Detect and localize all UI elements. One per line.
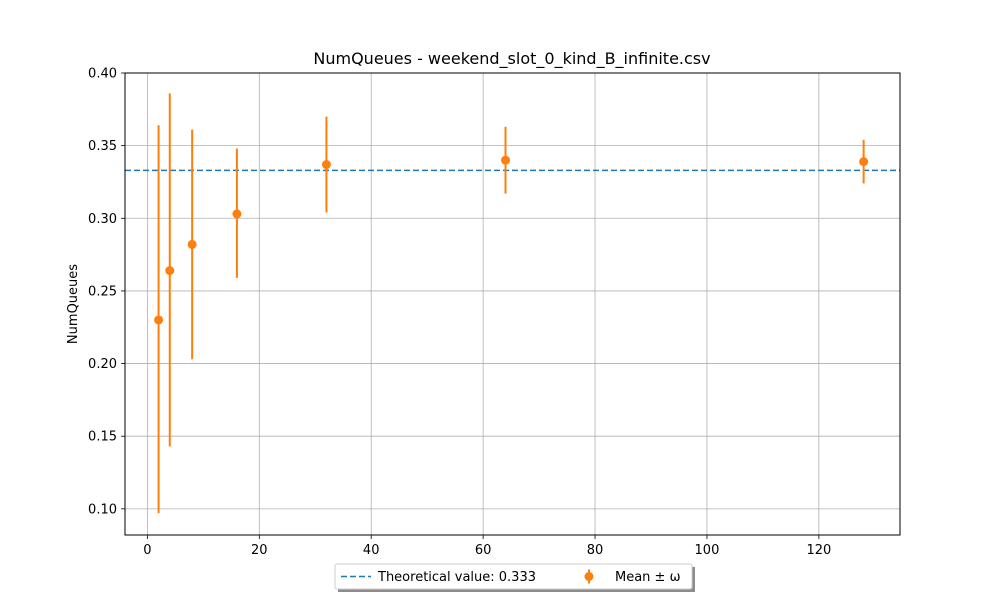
legend-label-theoretical: Theoretical value: 0.333 [377,570,536,585]
y-tick-label: 0.10 [88,502,117,517]
x-tick-label: 40 [363,543,380,558]
x-tick-label: 60 [475,543,492,558]
data-point [321,160,331,170]
plot-frame [124,72,901,536]
x-tick-label: 80 [587,543,604,558]
y-tick-label: 0.35 [88,139,117,154]
y-tick-label: 0.40 [88,67,117,82]
x-tick-label: 0 [143,543,151,558]
legend: Theoretical value: 0.333 Mean ± ω [334,563,695,592]
y-tick-label: 0.20 [88,357,117,372]
chart-title: NumQueues - weekend_slot_0_kind_B_infini… [313,49,710,69]
x-tick-label: 120 [806,543,831,558]
y-tick-label: 0.30 [88,212,117,227]
y-tick-label: 0.25 [88,284,117,299]
data-point [154,315,164,325]
x-tick-label: 20 [251,543,268,558]
data-point [232,209,242,219]
series-group [154,93,869,514]
legend-marker-swatch [584,572,594,581]
x-axis: 0 20 40 60 80 100 120 [143,535,831,558]
data-point [165,266,175,276]
data-point [187,239,197,249]
data-point [859,157,869,167]
y-axis: 0.10 0.15 0.20 0.25 0.30 0.35 0.40 [88,67,125,517]
legend-label-mean: Mean ± ω [615,570,680,585]
y-tick-label: 0.15 [88,430,117,445]
legend-box [334,563,693,590]
y-axis-label: NumQueues [66,264,81,344]
x-tick-label: 100 [695,543,720,558]
data-point [501,155,511,165]
